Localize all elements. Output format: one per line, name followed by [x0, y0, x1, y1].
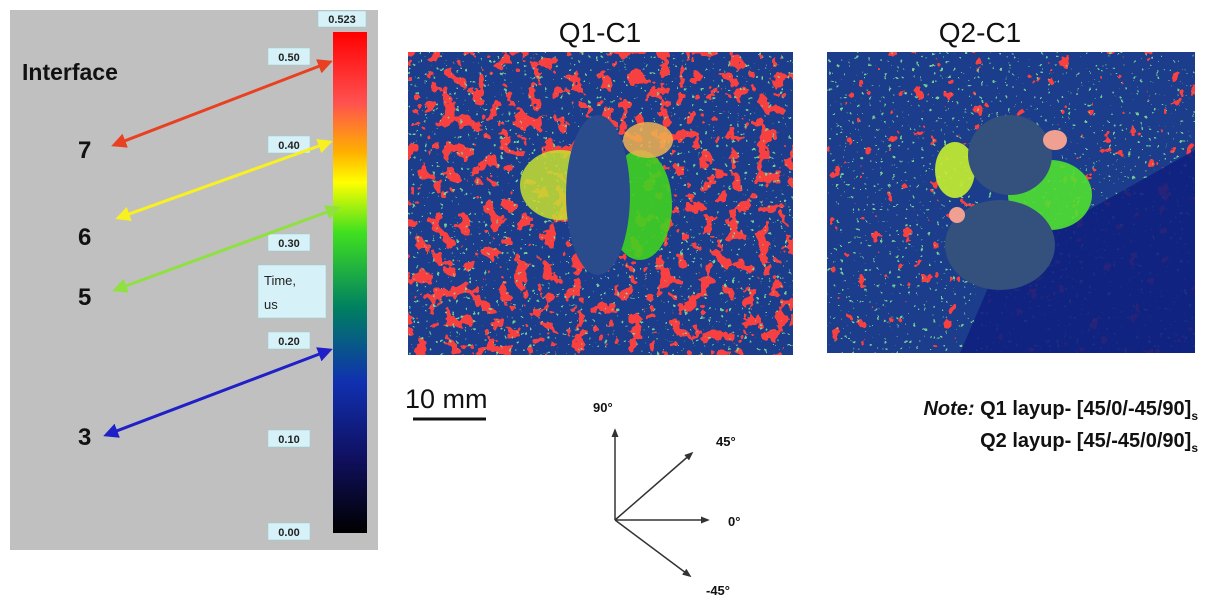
note-text: Q1 layup- [45/0/-45/90]: [980, 398, 1191, 420]
angle-label: 90°: [593, 400, 613, 415]
axis-arrow: [614, 519, 692, 578]
axis-arrow: [614, 451, 694, 521]
angle-label: 0°: [728, 514, 740, 529]
panel-title: Q2-C1: [939, 17, 1021, 48]
colorbar-tick-label: 0.50: [278, 52, 299, 64]
orientation-axes: [611, 428, 710, 578]
panel-title: Q1-C1: [559, 17, 641, 48]
arrows: [103, 59, 341, 438]
interface-title: Interface: [22, 59, 118, 85]
arrow: [112, 205, 341, 293]
note-label: Note:: [923, 398, 974, 420]
colorbar-tick-label: 0.30: [278, 238, 299, 250]
colorbar-tick-label: 0.20: [278, 336, 299, 348]
colorbar-tick-label: 0.00: [278, 527, 299, 539]
unit-label: us: [264, 297, 278, 312]
interface-label: 5: [78, 284, 91, 311]
note-text: Q2 layup- [45/-45/0/90]: [980, 430, 1191, 452]
note-line: Note: Q1 layup- [45/0/-45/90]s: [923, 398, 1198, 423]
colorbar-max: 0.523: [328, 14, 356, 26]
angle-label: -45°: [706, 583, 730, 597]
interface-label: 6: [78, 224, 91, 251]
angle-label: 45°: [716, 434, 736, 449]
colorbar-tick-label: 0.10: [278, 434, 299, 446]
cscan-image: [408, 52, 793, 355]
arrow: [111, 59, 333, 148]
note-subscript: s: [1191, 409, 1198, 423]
arrow: [103, 347, 333, 438]
note-line: Q2 layup- [45/-45/0/90]s: [980, 430, 1198, 455]
interface-label: 3: [78, 424, 91, 451]
cscan-image: [827, 52, 1195, 353]
colorbar: [333, 32, 367, 533]
label-box: [317, 10, 367, 28]
note-subscript: s: [1191, 441, 1198, 455]
label-box: [267, 522, 311, 541]
interface-label: 7: [78, 137, 91, 164]
scale-label: 10 mm: [405, 384, 488, 414]
unit-label: Time,: [264, 273, 296, 288]
colorbar-tick-label: 0.40: [278, 140, 299, 152]
